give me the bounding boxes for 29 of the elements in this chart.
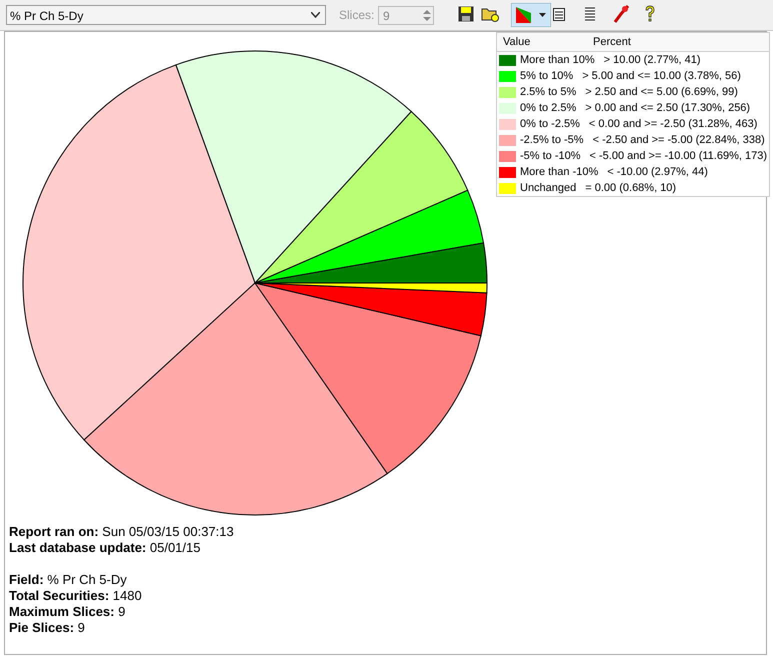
text: Slices: bbox=[339, 8, 374, 22]
legend-label: More than -10% bbox=[520, 166, 598, 178]
data-label: > 5.00 and <= 10.00 (3.78%, 56) bbox=[582, 70, 741, 82]
text: Field: % Pr Ch 5-Dy bbox=[9, 572, 127, 587]
text: Pie Slices: 9 bbox=[9, 620, 85, 635]
data-label: < 0.00 and >= -2.50 (31.28%, 463) bbox=[588, 118, 758, 130]
legend-label: 5% to 10% bbox=[520, 70, 574, 82]
legend-label: 2.5% to 5% bbox=[520, 86, 576, 98]
legend-label: More than 10% bbox=[520, 54, 595, 66]
legend-label: 0% to -2.5% bbox=[520, 118, 580, 130]
text: Percent bbox=[592, 36, 631, 48]
data-label: > 0.00 and <= 2.50 (17.30%, 256) bbox=[585, 102, 750, 114]
text: Report ran on: Sun 05/03/15 00:37:13 bbox=[9, 524, 234, 539]
legend-label: Unchanged bbox=[520, 182, 576, 194]
text: Maximum Slices: 9 bbox=[9, 604, 126, 619]
data-label: > 10.00 (2.77%, 41) bbox=[604, 54, 701, 66]
data-label: < -5.00 and >= -10.00 (11.69%, 173) bbox=[590, 150, 767, 162]
text: Last database update: 05/01/15 bbox=[9, 540, 200, 555]
data-label: < -2.50 and >= -5.00 (22.84%, 338) bbox=[592, 134, 765, 146]
legend-label: -5% to -10% bbox=[520, 150, 581, 162]
text: Value bbox=[502, 36, 532, 48]
data-label: > 2.50 and <= 5.00 (6.69%, 99) bbox=[585, 86, 738, 98]
data-label: < -10.00 (2.97%, 44) bbox=[607, 166, 708, 178]
text: Total Securities: 1480 bbox=[9, 588, 142, 603]
chart-title: % Pr Ch 5-Dy bbox=[6, 5, 326, 25]
legend-label: 0% to 2.5% bbox=[520, 102, 576, 114]
text: 9 bbox=[378, 6, 434, 25]
legend-label: -2.5% to -5% bbox=[520, 134, 584, 146]
data-label: = 0.00 (0.68%, 10) bbox=[585, 182, 676, 194]
